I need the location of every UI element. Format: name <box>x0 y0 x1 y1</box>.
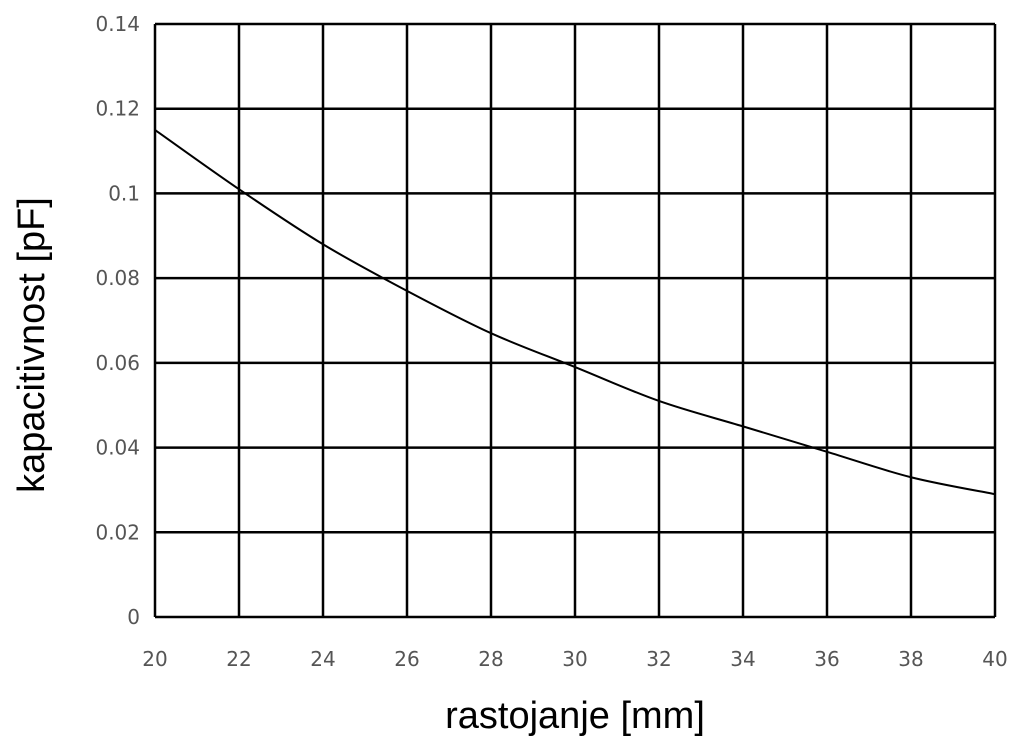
y-tick-label: 0.08 <box>95 266 140 290</box>
y-tick-label: 0 <box>127 605 140 629</box>
x-tick-label: 22 <box>226 647 251 671</box>
x-axis-title: rastojanje [mm] <box>445 695 705 737</box>
grid <box>153 22 997 619</box>
x-tick-labels: 20 22 24 26 28 30 32 34 36 38 40 <box>142 647 1007 671</box>
series-layer <box>154 129 996 496</box>
y-tick-label: 0.02 <box>95 520 140 544</box>
x-tick-label: 30 <box>562 647 587 671</box>
x-tick-label: 20 <box>142 647 167 671</box>
y-tick-label: 0.06 <box>95 351 140 375</box>
x-tick-label: 40 <box>982 647 1007 671</box>
y-tick-label: 0.14 <box>95 12 140 36</box>
x-tick-label: 28 <box>478 647 503 671</box>
x-tick-label: 36 <box>814 647 839 671</box>
y-axis-title: kapacitivnost [pF] <box>11 197 53 493</box>
y-tick-label: 0.04 <box>95 436 140 460</box>
y-tick-label: 0.1 <box>108 181 140 205</box>
x-tick-label: 24 <box>310 647 335 671</box>
x-tick-label: 38 <box>898 647 923 671</box>
x-tick-label: 34 <box>730 647 755 671</box>
x-tick-label: 26 <box>394 647 419 671</box>
y-tick-labels: 0 0.02 0.04 0.06 0.08 0.1 0.12 0.14 <box>95 12 140 629</box>
y-tick-label: 0.12 <box>95 97 140 121</box>
x-tick-label: 32 <box>646 647 671 671</box>
series-line <box>154 129 996 496</box>
